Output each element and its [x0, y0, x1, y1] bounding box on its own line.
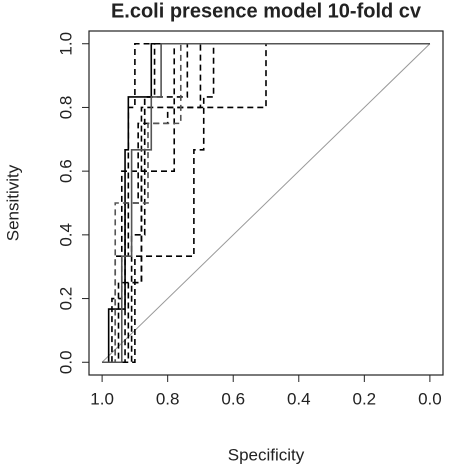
x-tick-label: 0.8	[156, 389, 180, 408]
y-tick-label: 0.4	[56, 223, 75, 247]
roc-curve	[102, 42, 430, 364]
y-tick-label: 0.0	[56, 350, 75, 374]
plot-frame	[88, 30, 444, 376]
chart-title: E.coli presence model 10-fold cv	[111, 0, 422, 22]
y-tick-label: 0.6	[56, 159, 75, 183]
y-axis-label: Sensitivity	[3, 164, 22, 241]
roc-curve	[102, 42, 430, 364]
x-tick-label: 0.4	[287, 389, 311, 408]
x-axis-label: Specificity	[228, 445, 305, 464]
x-tick-label: 0.0	[418, 389, 442, 408]
roc-curve	[102, 42, 430, 364]
x-tick-label: 1.0	[90, 389, 114, 408]
x-tick-label: 0.2	[353, 389, 377, 408]
y-tick-label: 1.0	[56, 32, 75, 56]
roc-curve	[102, 42, 430, 364]
y-tick-label: 0.2	[56, 287, 75, 311]
roc-curve	[102, 42, 430, 364]
roc-curve	[102, 42, 430, 364]
x-tick-label: 0.6	[221, 389, 245, 408]
reference-diagonal	[101, 43, 431, 363]
roc-curve	[102, 42, 430, 364]
roc-curve	[102, 42, 430, 364]
y-tick-label: 0.8	[56, 96, 75, 120]
roc-curve	[102, 42, 430, 364]
